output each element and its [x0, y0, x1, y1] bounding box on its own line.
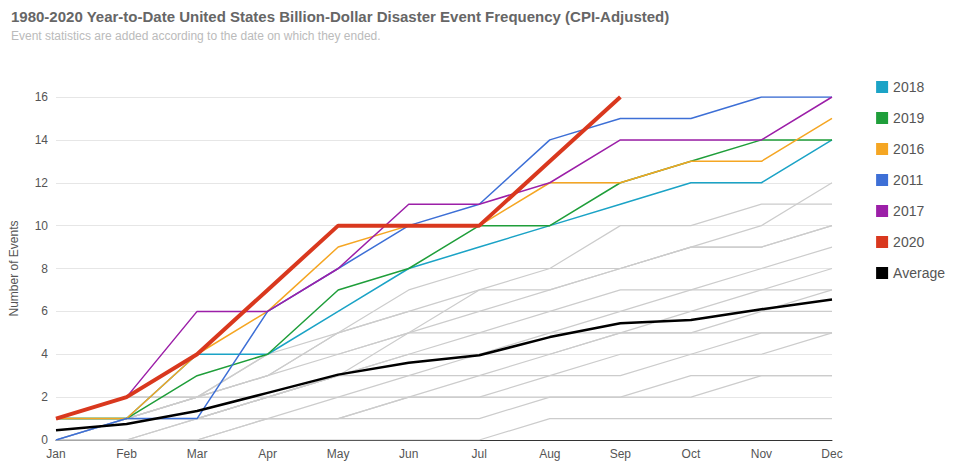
- svg-text:12: 12: [35, 176, 49, 190]
- svg-text:2016: 2016: [893, 141, 924, 157]
- svg-text:Jun: Jun: [399, 447, 418, 461]
- svg-text:2011: 2011: [893, 172, 923, 188]
- svg-text:Aug: Aug: [539, 447, 560, 461]
- svg-text:Feb: Feb: [116, 447, 137, 461]
- svg-text:May: May: [327, 447, 350, 461]
- svg-text:8: 8: [41, 262, 48, 276]
- svg-text:Jul: Jul: [472, 447, 487, 461]
- svg-text:2017: 2017: [893, 203, 924, 219]
- svg-text:Average: Average: [893, 265, 945, 281]
- svg-text:2020: 2020: [893, 234, 924, 250]
- svg-text:2018: 2018: [893, 79, 924, 95]
- svg-text:6: 6: [41, 304, 48, 318]
- svg-text:Number of Events: Number of Events: [7, 220, 21, 316]
- svg-text:2: 2: [41, 390, 48, 404]
- svg-text:Nov: Nov: [751, 447, 772, 461]
- svg-text:Jan: Jan: [46, 447, 65, 461]
- svg-text:16: 16: [35, 90, 49, 104]
- svg-text:14: 14: [35, 133, 49, 147]
- svg-text:0: 0: [41, 433, 48, 447]
- svg-text:Sep: Sep: [610, 447, 632, 461]
- svg-text:10: 10: [35, 219, 49, 233]
- svg-text:Event statistics are added acc: Event statistics are added according to …: [11, 29, 381, 43]
- svg-text:Mar: Mar: [187, 447, 208, 461]
- svg-text:Dec: Dec: [821, 447, 842, 461]
- svg-text:Oct: Oct: [682, 447, 701, 461]
- svg-text:4: 4: [41, 347, 48, 361]
- svg-text:2019: 2019: [893, 110, 924, 126]
- svg-text:1980-2020 Year-to-Date United: 1980-2020 Year-to-Date United States Bil…: [11, 8, 669, 25]
- svg-text:Apr: Apr: [258, 447, 277, 461]
